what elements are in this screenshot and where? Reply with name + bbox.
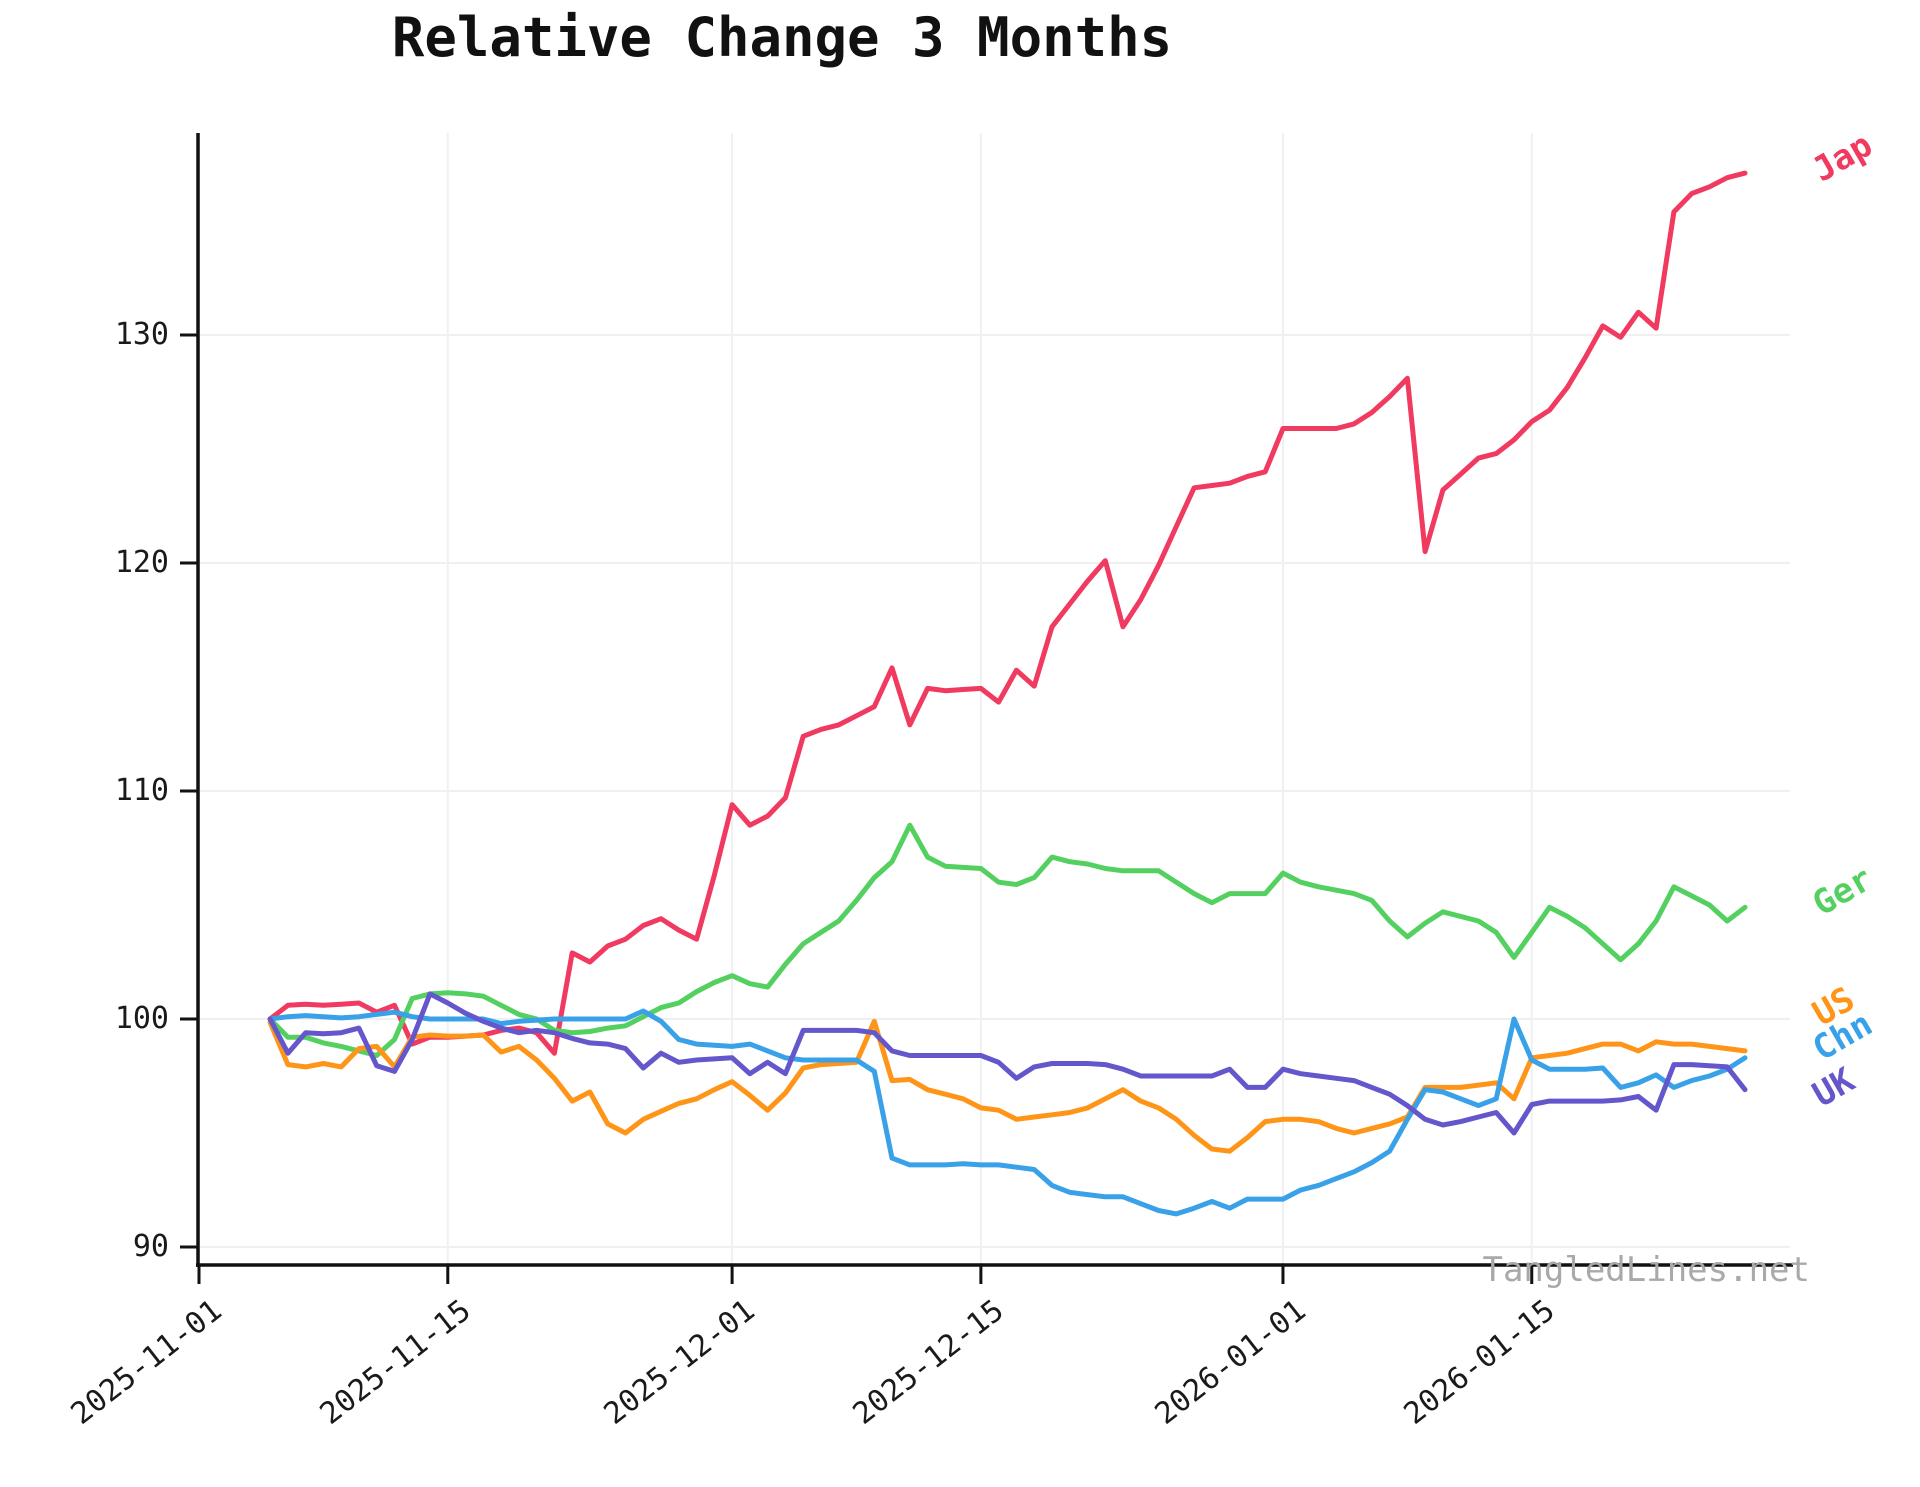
series-line-jap xyxy=(267,170,1748,1056)
watermark: TangledLines.net xyxy=(1482,1250,1810,1290)
chart-canvas: Relative Change 3 Months 90 100 110 120 130 2… xyxy=(64,6,1880,1432)
y-tick-label: 120 xyxy=(114,545,169,580)
y-tick-label: 100 xyxy=(114,1001,169,1036)
series-line-ger xyxy=(267,822,1748,1058)
y-tick-label: 110 xyxy=(114,773,169,808)
series-line-chn xyxy=(267,1008,1748,1217)
series-line-uk xyxy=(267,991,1748,1136)
y-tick-label: 130 xyxy=(114,317,169,352)
y-tick-label: 90 xyxy=(132,1229,169,1264)
chart-title: Relative Change 3 Months xyxy=(391,6,1173,69)
plot-area xyxy=(180,133,1793,1284)
